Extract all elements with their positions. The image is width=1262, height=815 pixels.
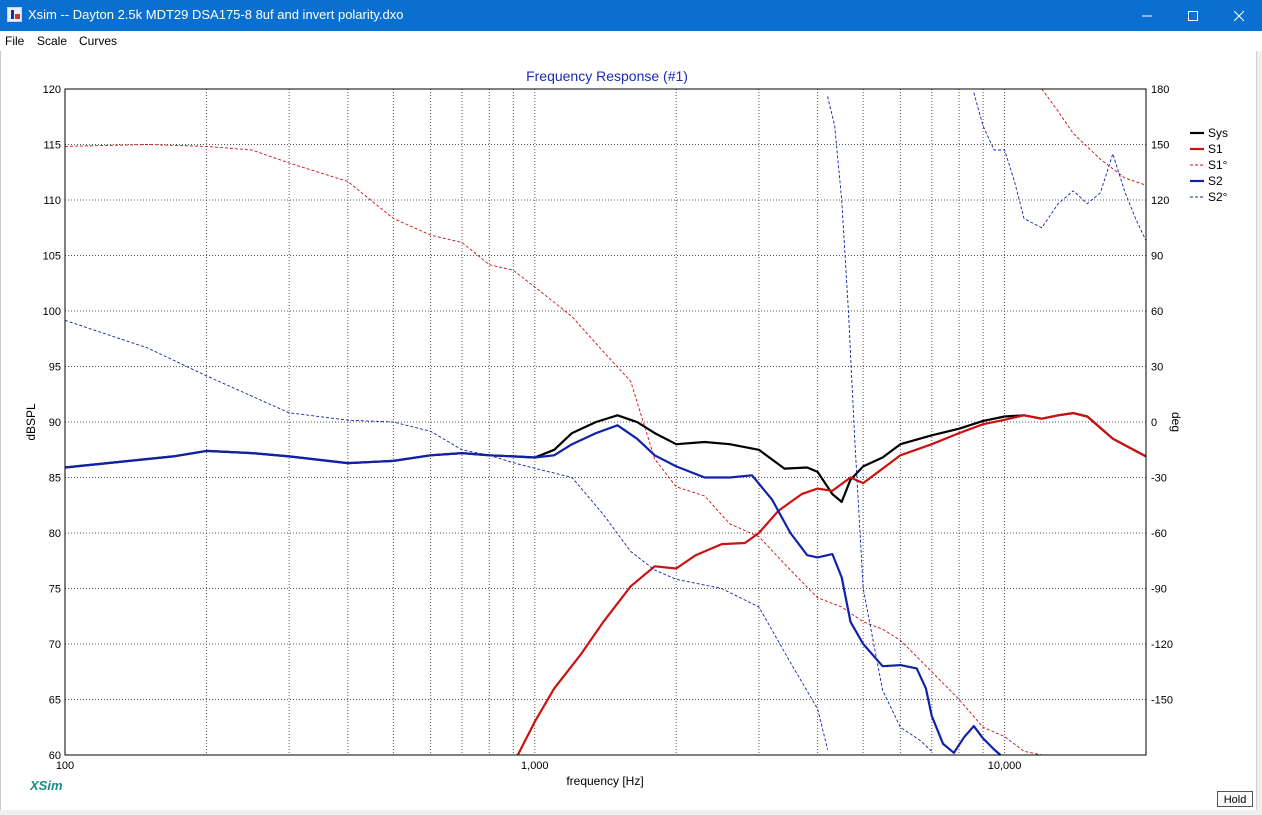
y2-tick-label: 120: [1151, 195, 1169, 207]
y2-tick-label: 180: [1151, 84, 1169, 96]
close-button[interactable]: [1216, 0, 1262, 31]
window-title: Xsim -- Dayton 2.5k MDT29 DSA175-8 8uf a…: [28, 7, 404, 22]
series-line-s1-: [64, 144, 1042, 756]
menu-curves[interactable]: Curves: [79, 34, 118, 48]
y-tick-label: 75: [49, 584, 61, 596]
frequency-response-chart[interactable]: Frequency Response (#1) 60 65 70 75 80 85 90 95…: [0, 51, 1256, 810]
axis-ticks: 60 65 70 75 80 85 90 95 100 105 110 115 120 -150 -120 -…: [43, 84, 1173, 772]
y-tick-label: 95: [49, 362, 61, 374]
menu-bar: File Scale Curves: [0, 31, 1262, 51]
series-line-s1-wrapped: [1041, 88, 1147, 186]
xsim-brand-label: XSim: [30, 778, 63, 793]
app-icon: [7, 7, 22, 22]
hold-button[interactable]: Hold: [1217, 791, 1253, 807]
plot-frame: [64, 88, 1147, 756]
y2-tick-label: 60: [1151, 306, 1163, 318]
close-icon: [1234, 10, 1244, 21]
y2-tick-label: -90: [1151, 584, 1167, 596]
window-frame-bottom: [0, 810, 1262, 815]
minimize-button[interactable]: [1124, 0, 1170, 31]
chart-grid: [65, 89, 1146, 755]
series-line-sys: [64, 412, 1147, 503]
menu-scale[interactable]: Scale: [37, 34, 68, 48]
series-line-s2: [64, 424, 1002, 756]
series-line-s2-: [64, 319, 829, 750]
y-axis-label: dBSPL: [24, 403, 38, 441]
y2-tick-label: 0: [1151, 417, 1157, 429]
y-tick-label: 85: [49, 473, 61, 485]
series-line-s2-high: [973, 92, 1147, 241]
window-frame-left: [0, 51, 1, 815]
y-tick-label: 100: [43, 306, 61, 318]
y-tick-label: 105: [43, 251, 61, 263]
y2-axis-label: deg: [1169, 412, 1183, 432]
legend-label: S1°: [1208, 158, 1228, 172]
x-axis-label: frequency [Hz]: [566, 774, 643, 788]
y2-tick-label: -60: [1151, 528, 1167, 540]
legend-label: S2°: [1208, 190, 1228, 204]
chart-title: Frequency Response (#1): [526, 68, 688, 84]
y-tick-label: 115: [43, 140, 61, 152]
chart-legend: Sys S1 S1° S2 S2°: [1190, 126, 1228, 204]
y2-tick-label: 30: [1151, 362, 1163, 374]
x-tick-label: 10,000: [988, 760, 1022, 772]
x-tick-label: 100: [56, 760, 74, 772]
y-tick-label: 70: [49, 639, 61, 651]
legend-label: S2: [1208, 174, 1223, 188]
chart-curves: [64, 88, 1147, 756]
maximize-button[interactable]: [1170, 0, 1216, 31]
minimize-icon: [1142, 15, 1152, 16]
y2-tick-label: 90: [1151, 251, 1163, 263]
series-line-s1: [516, 412, 1147, 756]
maximize-icon: [1188, 10, 1198, 21]
y2-tick-label: -30: [1151, 473, 1167, 485]
legend-label: S1: [1208, 142, 1223, 156]
y2-tick-label: -150: [1151, 695, 1173, 707]
y-tick-label: 60: [49, 750, 61, 762]
series-line-s2-drop: [827, 96, 933, 752]
y2-tick-label: -120: [1151, 639, 1173, 651]
y-tick-label: 65: [49, 695, 61, 707]
y-tick-label: 120: [43, 84, 61, 96]
y-tick-label: 110: [43, 195, 61, 207]
menu-file[interactable]: File: [5, 34, 25, 48]
window-frame-right: [1256, 51, 1262, 815]
y-tick-label: 90: [49, 417, 61, 429]
legend-label: Sys: [1208, 126, 1228, 140]
y2-tick-label: 150: [1151, 140, 1169, 152]
x-tick-label: 1,000: [521, 760, 549, 772]
title-bar: Xsim -- Dayton 2.5k MDT29 DSA175-8 8uf a…: [0, 0, 1262, 31]
y-tick-label: 80: [49, 528, 61, 540]
